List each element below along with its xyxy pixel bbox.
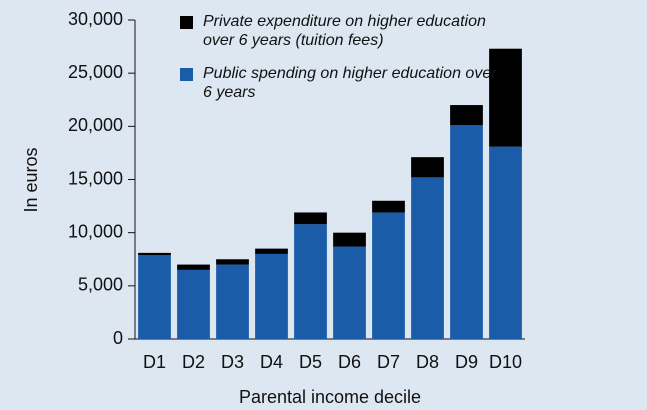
bar-segment bbox=[216, 259, 249, 265]
bar-segment bbox=[294, 212, 327, 225]
x-tick-label: D3 bbox=[221, 352, 244, 372]
x-tick-label: D8 bbox=[416, 352, 439, 372]
bar-segment bbox=[177, 269, 210, 339]
x-tick-label: D4 bbox=[260, 352, 283, 372]
bar-segment bbox=[138, 254, 171, 339]
bar-segment bbox=[489, 146, 522, 339]
bar-segment bbox=[333, 232, 366, 247]
y-tick-label: 0 bbox=[113, 328, 123, 348]
x-tick-label: D7 bbox=[377, 352, 400, 372]
x-tick-label: D6 bbox=[338, 352, 361, 372]
x-tick-label: D5 bbox=[299, 352, 322, 372]
x-tick-label: D1 bbox=[143, 352, 166, 372]
legend-label: Private expenditure on higher education … bbox=[203, 13, 486, 49]
x-tick-label: D9 bbox=[455, 352, 478, 372]
legend-label: Public spending on higher education over… bbox=[203, 65, 497, 101]
bar-segment bbox=[177, 264, 210, 270]
bar-segment bbox=[450, 125, 483, 340]
legend-swatch bbox=[180, 16, 193, 29]
bar-segment bbox=[450, 105, 483, 126]
bar-segment bbox=[333, 246, 366, 339]
legend-swatch bbox=[180, 68, 193, 81]
y-tick-label: 25,000 bbox=[68, 62, 123, 82]
y-tick-label: 10,000 bbox=[68, 221, 123, 241]
bar-segment bbox=[255, 253, 288, 339]
x-tick-label: D2 bbox=[182, 352, 205, 372]
x-axis-label: Parental income decile bbox=[239, 387, 421, 407]
bar-segment bbox=[216, 264, 249, 339]
bar-segment bbox=[411, 157, 444, 178]
x-tick-label: D10 bbox=[489, 352, 522, 372]
legend: Private expenditure on higher education … bbox=[180, 12, 540, 116]
legend-item: Public spending on higher education over… bbox=[180, 64, 540, 102]
y-tick-label: 30,000 bbox=[68, 9, 123, 29]
bar-segment bbox=[372, 212, 405, 339]
bar-segment bbox=[138, 252, 171, 255]
bar-segment bbox=[255, 248, 288, 254]
bar-segment bbox=[411, 177, 444, 339]
y-tick-label: 5,000 bbox=[78, 275, 123, 295]
bar-segment bbox=[372, 200, 405, 213]
y-tick-label: 15,000 bbox=[68, 168, 123, 188]
bar-segment bbox=[489, 48, 522, 147]
y-tick-label: 20,000 bbox=[68, 115, 123, 135]
y-axis-label: In euros bbox=[21, 147, 41, 212]
legend-item: Private expenditure on higher education … bbox=[180, 12, 540, 50]
bar-segment bbox=[294, 224, 327, 339]
